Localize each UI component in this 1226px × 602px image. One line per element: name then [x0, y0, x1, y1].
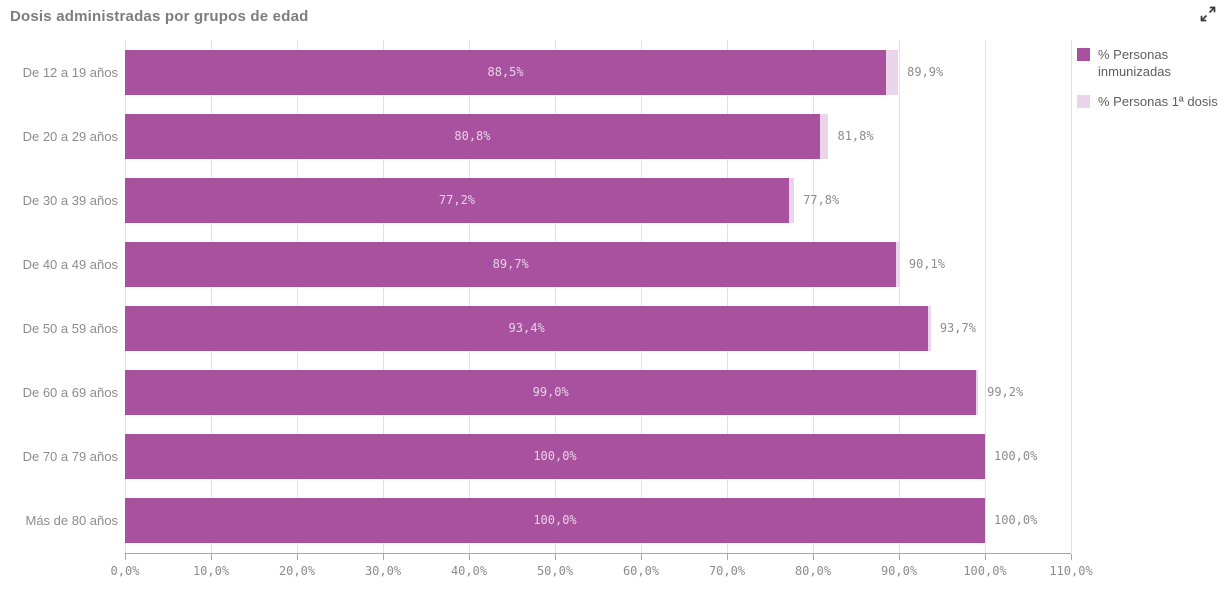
x-tick-label: 0,0% [110, 564, 140, 578]
x-tick-label: 10,0% [192, 564, 230, 578]
legend-item-personas-inmunizadas[interactable]: % Personas inmunizadas [1077, 46, 1223, 80]
x-tick-mark [125, 554, 126, 560]
gridline [641, 40, 642, 553]
bar-value-first-dose: 99,2% [987, 385, 1024, 400]
bar-immunized[interactable] [125, 177, 789, 223]
x-tick-label: 100,0% [963, 564, 1007, 578]
expand-icon[interactable] [1198, 4, 1218, 24]
x-tick-label: 110,0% [1049, 564, 1093, 578]
bar-immunized[interactable] [125, 306, 929, 352]
x-tick-mark [555, 554, 556, 560]
bar-row: 100,0% 100,0% [125, 425, 1071, 489]
bar-value-immunized: 100,0% [533, 449, 577, 464]
bar-value-immunized: 93,4% [508, 321, 545, 336]
x-tick-mark [383, 554, 384, 560]
bar-row: 88,5% 89,9% [125, 40, 1071, 104]
plot-area: 88,5% 89,9% 80,8% 81,8% 77,2% 77,8% 89,7% 90,1%… [125, 40, 1072, 554]
x-tick-label: 80,0% [794, 564, 832, 578]
bar-value-first-dose: 77,8% [803, 192, 840, 207]
x-tick-mark [211, 554, 212, 560]
y-axis-label: De 20 a 29 años [22, 128, 118, 144]
bar-immunized[interactable] [125, 498, 985, 544]
bar-value-immunized: 99,0% [532, 385, 569, 400]
gridline [813, 40, 814, 553]
bar-row: 93,4% 93,7% [125, 297, 1071, 361]
gridline [555, 40, 556, 553]
bar-row: 80,8% 81,8% [125, 104, 1071, 168]
legend-swatch-primera-dosis-icon [1077, 95, 1090, 108]
bar-row: 77,2% 77,8% [125, 168, 1071, 232]
bar-value-first-dose: 93,7% [939, 321, 976, 336]
x-tick-mark [899, 554, 900, 560]
bar-row: 100,0% 100,0% [125, 489, 1071, 553]
bar-immunized[interactable] [125, 113, 820, 159]
x-tick-label: 50,0% [536, 564, 574, 578]
y-axis-label: De 12 a 19 años [22, 64, 118, 80]
gridline [125, 40, 126, 553]
y-axis-label: De 60 a 69 años [22, 385, 118, 401]
x-tick-label: 60,0% [622, 564, 660, 578]
y-axis-label: De 30 a 39 años [22, 192, 118, 208]
bar-row: 89,7% 90,1% [125, 232, 1071, 296]
bar-value-immunized: 88,5% [487, 64, 524, 79]
legend-label-primera-dosis: % Personas 1ª dosis [1098, 94, 1218, 109]
x-tick-mark [813, 554, 814, 560]
gridline [899, 40, 900, 553]
x-tick-mark [985, 554, 986, 560]
chart-title: Dosis administradas por grupos de edad [10, 8, 309, 25]
y-axis-label: Más de 80 años [25, 513, 118, 529]
bar-value-first-dose: 100,0% [994, 513, 1038, 528]
x-tick-mark [727, 554, 728, 560]
gridline [383, 40, 384, 553]
y-axis-label: De 40 a 49 años [22, 256, 118, 272]
bar-value-immunized: 77,2% [438, 192, 476, 207]
bar-immunized[interactable] [125, 241, 897, 287]
bar-value-first-dose: 100,0% [994, 449, 1038, 464]
x-tick-mark [469, 554, 470, 560]
bar-value-first-dose: 81,8% [837, 128, 874, 143]
bar-value-first-dose: 90,1% [908, 256, 945, 271]
gridline [469, 40, 470, 553]
gridline [297, 40, 298, 553]
y-axis-label: De 70 a 79 años [22, 449, 118, 465]
gridline [985, 40, 986, 553]
x-tick-label: 90,0% [880, 564, 918, 578]
x-tick-label: 70,0% [708, 564, 746, 578]
bar-immunized[interactable] [125, 370, 977, 416]
bar-row: 99,0% 99,2% [125, 361, 1071, 425]
bar-immunized[interactable] [125, 49, 887, 95]
bar-value-immunized: 80,8% [454, 128, 491, 143]
x-tick-label: 20,0% [278, 564, 316, 578]
legend-label-inmunizadas: % Personas inmunizadas [1098, 47, 1171, 79]
x-tick-mark [297, 554, 298, 560]
gridline [727, 40, 728, 553]
expand-arrows-icon [1200, 6, 1216, 22]
bar-value-immunized: 89,7% [492, 256, 529, 271]
bar-immunized[interactable] [125, 434, 985, 480]
legend-item-personas-primera-dosis[interactable]: % Personas 1ª dosis [1077, 93, 1223, 110]
gridline [211, 40, 212, 553]
legend-swatch-inmunizadas-icon [1077, 48, 1090, 61]
x-tick-label: 30,0% [364, 564, 402, 578]
x-tick-mark [641, 554, 642, 560]
gridline [1071, 40, 1072, 553]
bar-value-first-dose: 89,9% [907, 64, 944, 79]
legend: % Personas inmunizadas % Personas 1ª dos… [1077, 46, 1223, 123]
x-tick-label: 40,0% [450, 564, 488, 578]
bar-value-immunized: 100,0% [533, 513, 577, 528]
x-tick-mark [1071, 554, 1072, 560]
y-axis-label: De 50 a 59 años [22, 321, 118, 337]
